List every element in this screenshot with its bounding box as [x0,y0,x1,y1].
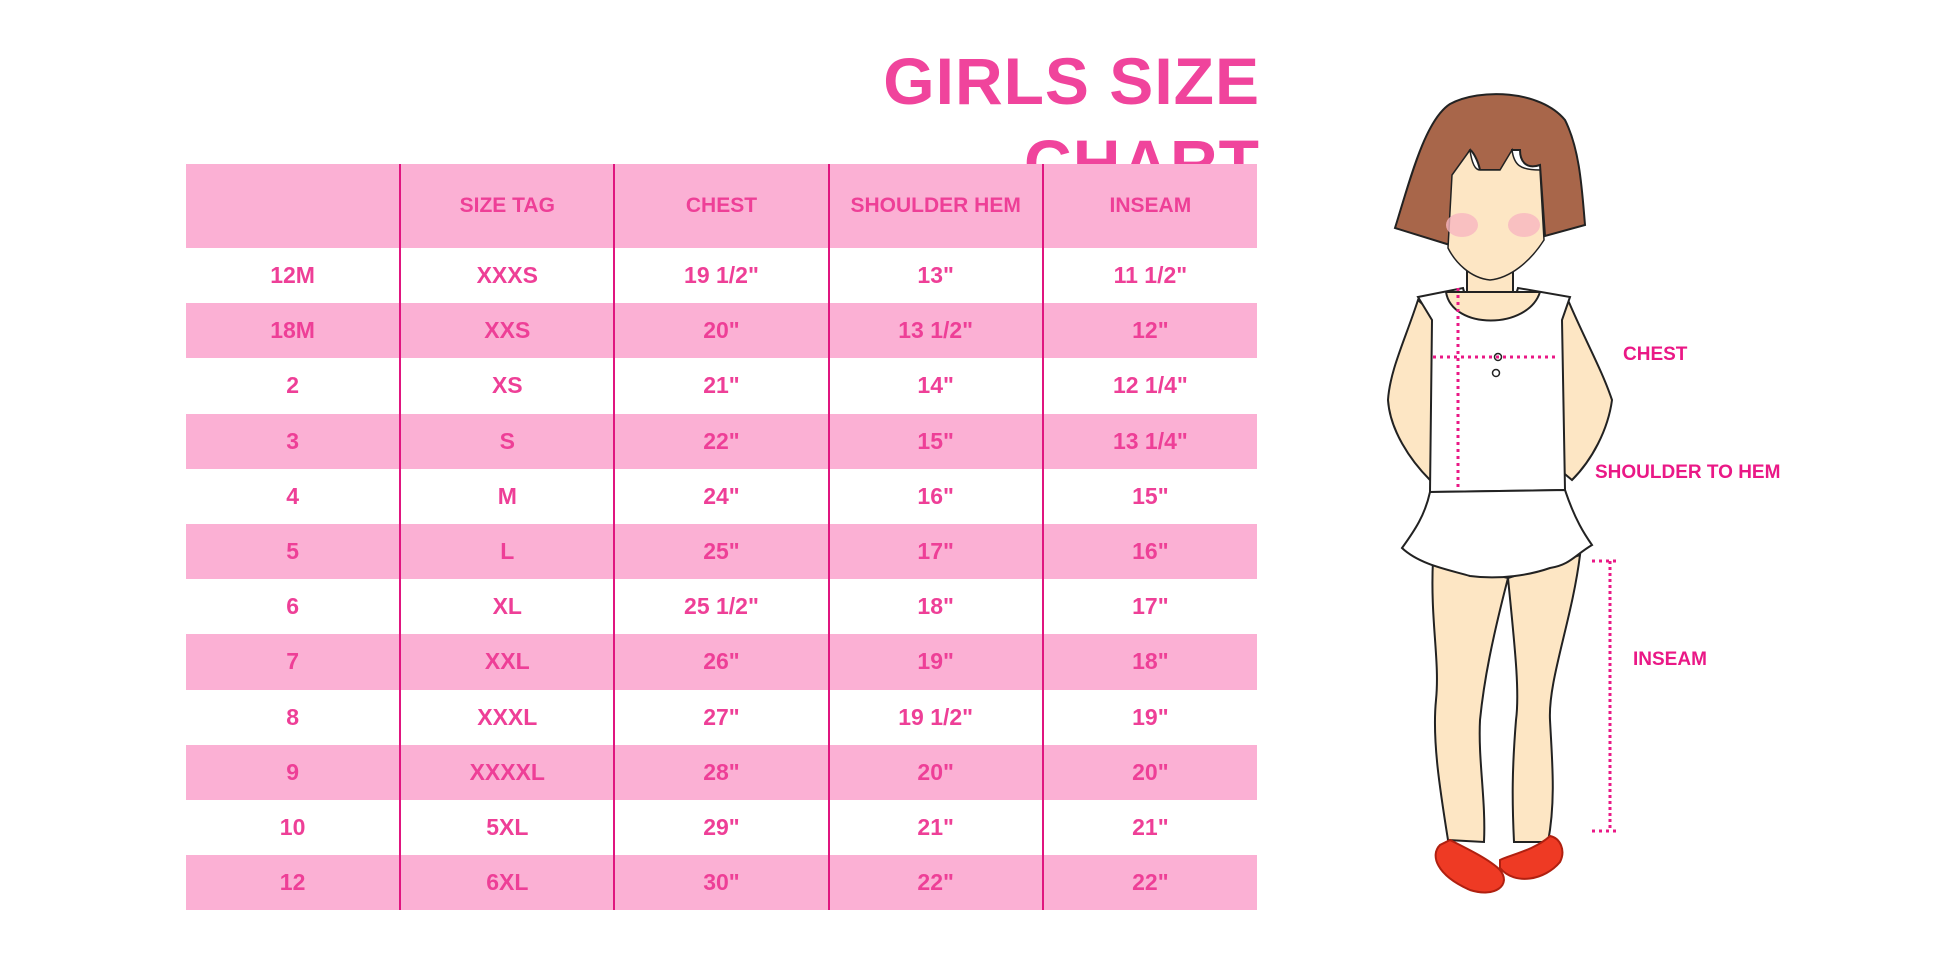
cell-chest: 20" [613,303,829,359]
cell-inseam: 19" [1041,689,1257,745]
right-shoe [1499,834,1564,880]
cell-chest: 21" [613,358,829,414]
cell-shoulder-hem: 19 1/2" [827,689,1043,745]
table-row: 3 S 22" 15" 13 1/4" [186,413,1257,469]
cell-inseam: 13 1/4" [1041,413,1257,469]
cell-shoulder-hem: 14" [827,358,1043,414]
cell-inseam: 15" [1041,468,1257,524]
cell-size: 3 [186,413,401,469]
cell-chest: 22" [613,413,829,469]
cell-size: 10 [279,813,306,840]
table-header-row: SIZE TAG CHEST SHOULDER HEM INSEAM [186,164,1257,248]
cell-inseam: 22" [1041,855,1257,911]
table-row: 10 5XL 29" 21" 21" [186,799,1257,856]
header-size [186,164,401,248]
table-row: 12M XXXS 19 1/2" 13" 11 1/2" [186,248,1257,304]
header-shoulder-hem: SHOULDER HEM [827,164,1043,248]
cell-size: 2 [286,372,299,399]
table-row: 6 XL 25 1/2" 18" 17" [186,579,1257,635]
cell-chest: 25" [613,523,829,580]
cell-size: 12 [186,855,401,911]
cell-size: 18M [186,303,401,359]
cell-inseam: 20" [1041,744,1257,800]
cell-size-tag: XS [399,358,615,414]
button [1491,368,1501,378]
cell-size: 12M [270,262,315,289]
cell-size-tag: XXXXL [399,744,615,800]
cell-chest: 27" [613,689,829,745]
cell-size-tag: L [399,523,615,580]
face [1447,147,1545,281]
cell-size-tag: 6XL [399,855,615,911]
cell-inseam: 18" [1041,634,1257,690]
cell-size: 4 [286,482,299,509]
cell-shoulder-hem: 16" [827,468,1043,524]
cell-shoulder-hem: 18" [827,579,1043,635]
cell-chest: 28" [613,744,829,800]
inseam-label: INSEAM [1633,649,1707,670]
cell-shoulder-hem: 13 1/2" [827,303,1043,359]
page-title: GIRLS SIZE CHART [883,44,1260,200]
right-leg [1506,553,1582,843]
cell-inseam: 11 1/2" [1041,248,1257,304]
cell-chest: 19 1/2" [613,248,829,304]
cell-inseam: 16" [1041,523,1257,580]
table-row: 18M XXS 20" 13 1/2" 12" [186,303,1257,359]
header-size-tag: SIZE TAG [399,164,615,248]
table-row: 8 XXXL 27" 19 1/2" 19" [186,689,1257,745]
cell-shoulder-hem: 21" [827,799,1043,856]
cell-inseam: 21" [1041,799,1257,856]
cell-shoulder-hem: 20" [827,744,1043,800]
header-chest: CHEST [613,164,829,248]
cell-size-tag: XXXS [399,248,615,304]
size-table: SIZE TAG CHEST SHOULDER HEM INSEAM 12M XX… [186,164,1257,911]
table-row: 4 M 24" 16" 15" [186,468,1257,524]
cell-inseam: 12 1/4" [1041,358,1257,414]
table-row: 7 XXL 26" 19" 18" [186,634,1257,690]
right-arm [1559,297,1614,482]
table-row: 12 6XL 30" 22" 22" [186,855,1257,911]
cell-size-tag: XL [399,579,615,635]
left-leg [1431,558,1510,844]
cell-chest: 30" [613,855,829,911]
cell-size: 8 [286,703,299,730]
cell-chest: 29" [613,799,829,856]
chest-label: CHEST [1623,344,1688,365]
cell-shoulder-hem: 15" [827,413,1043,469]
header-inseam: INSEAM [1041,164,1257,248]
cell-size-tag: 5XL [399,799,615,856]
right-cheek [1508,213,1540,237]
cell-shoulder-hem: 22" [827,855,1043,911]
left-cheek [1446,213,1478,237]
cell-chest: 26" [613,634,829,690]
cell-size-tag: XXS [399,303,615,359]
cell-shoulder-hem: 13" [827,248,1043,304]
cell-chest: 24" [613,468,829,524]
table-row: 9 XXXXL 28" 20" 20" [186,744,1257,800]
cell-size: 6 [286,593,299,620]
cell-size: 7 [186,634,401,690]
cell-shoulder-hem: 19" [827,634,1043,690]
cell-size-tag: XXL [399,634,615,690]
cell-size-tag: S [399,413,615,469]
cell-chest: 25 1/2" [613,579,829,635]
table-row: 5 L 25" 17" 16" [186,523,1257,580]
cell-size: 9 [186,744,401,800]
cell-inseam: 17" [1041,579,1257,635]
skirt [1400,488,1594,579]
left-arm [1386,298,1441,482]
cell-size-tag: XXXL [399,689,615,745]
shoulder-to-hem-label: SHOULDER TO HEM [1595,462,1781,483]
shirt-neckline [1444,291,1542,322]
table-row: 2 XS 21" 14" 12 1/4" [186,358,1257,414]
cell-size-tag: M [399,468,615,524]
cell-inseam: 12" [1041,303,1257,359]
cell-size: 5 [186,523,401,580]
left-shoe [1434,838,1505,894]
cell-shoulder-hem: 17" [827,523,1043,580]
